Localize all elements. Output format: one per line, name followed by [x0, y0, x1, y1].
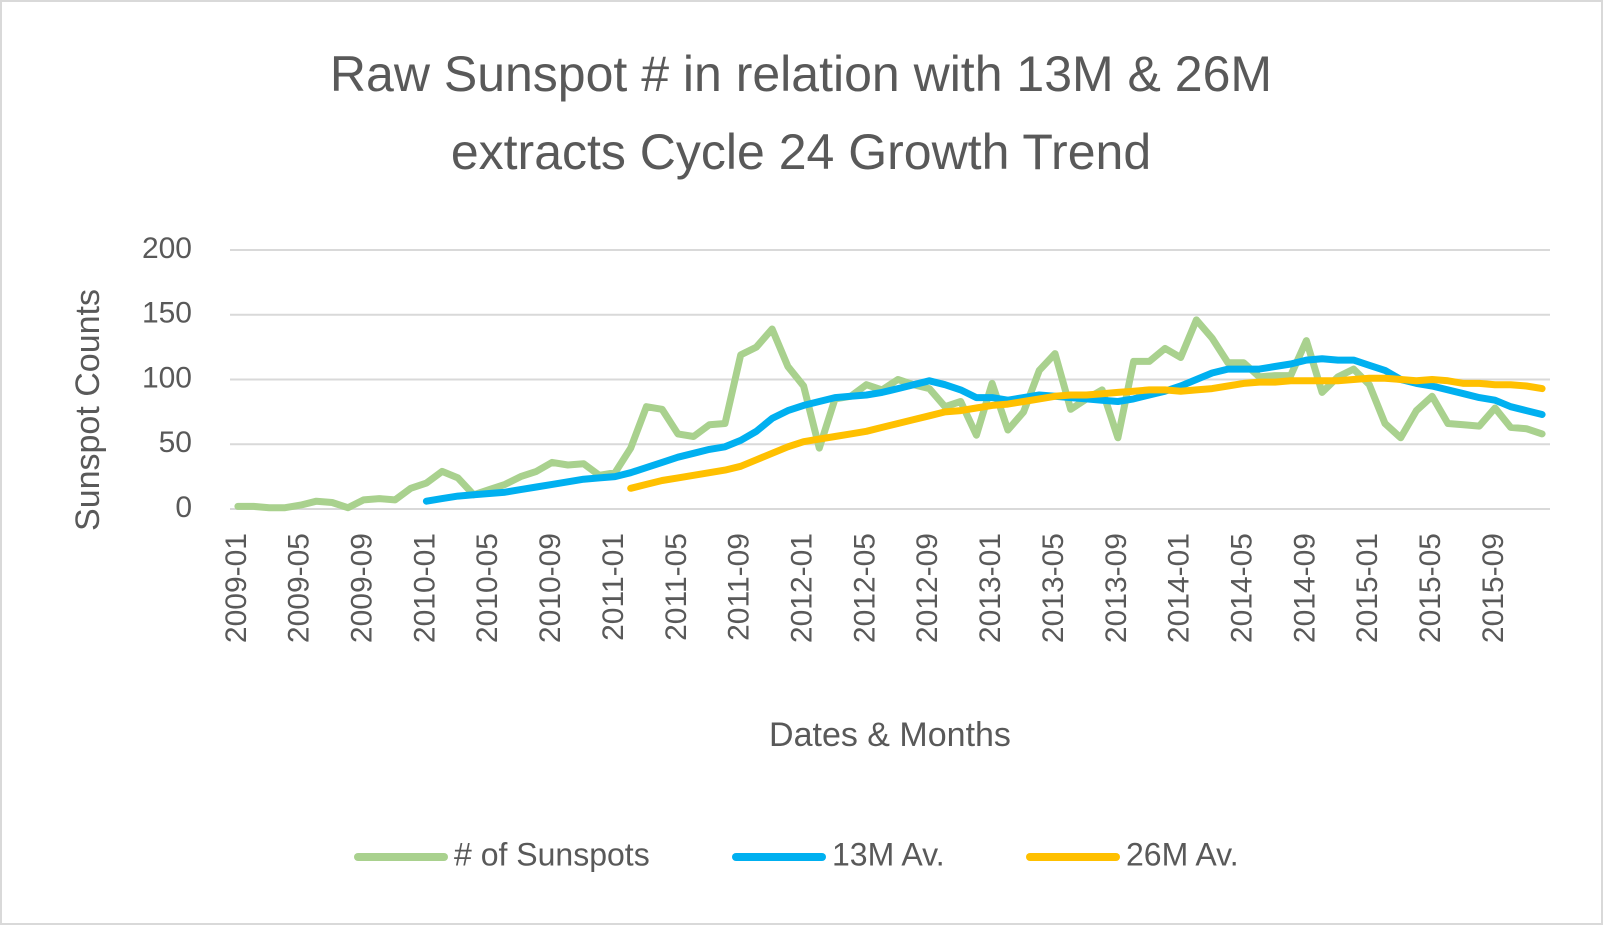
y-tick-label: 0: [175, 491, 192, 524]
legend-label: 13M Av.: [832, 836, 945, 872]
x-tick-label: 2014-01: [1163, 533, 1196, 643]
x-axis-title: Dates & Months: [769, 716, 1011, 754]
x-tick-label: 2014-09: [1288, 533, 1321, 643]
x-tick-label: 2011-09: [723, 533, 756, 641]
y-tick-label: 50: [159, 426, 192, 459]
legend-label: # of Sunspots: [454, 836, 650, 872]
x-tick-label: 2009-09: [345, 533, 378, 643]
x-tick-label: 2011-05: [660, 533, 693, 641]
x-tick-label: 2012-09: [911, 533, 944, 643]
x-tick-label: 2013-05: [1037, 533, 1070, 643]
x-tick-label: 2013-09: [1100, 533, 1133, 643]
x-tick-label: 2014-05: [1225, 533, 1258, 643]
x-tick-label: 2015-05: [1414, 533, 1447, 643]
x-tick-label: 2009-01: [220, 533, 253, 643]
x-tick-label: 2013-01: [974, 533, 1007, 643]
x-tick-label: 2015-09: [1477, 533, 1510, 643]
series-line: [627, 374, 1546, 492]
y-axis-title: Sunspot Counts: [69, 289, 107, 531]
y-tick-label: 100: [142, 361, 192, 394]
chart-title: Raw Sunspot # in relation with 13M & 26M: [330, 46, 1272, 102]
y-tick-label: 150: [142, 297, 192, 330]
chart-title: extracts Cycle 24 Growth Trend: [451, 124, 1151, 180]
x-tick-label: 2010-05: [471, 533, 504, 643]
series-line: [234, 316, 1546, 512]
x-tick-label: 2012-01: [785, 533, 818, 643]
x-tick-label: 2010-09: [534, 533, 567, 643]
y-tick-label: 200: [142, 232, 192, 265]
x-tick-label: 2011-01: [597, 533, 630, 641]
x-tick-label: 2012-05: [848, 533, 881, 643]
x-tick-label: 2015-01: [1351, 533, 1384, 643]
legend-label: 26M Av.: [1126, 836, 1239, 872]
x-tick-label: 2010-01: [408, 533, 441, 643]
x-tick-label: 2009-05: [283, 533, 316, 643]
series-line: [422, 355, 1546, 505]
